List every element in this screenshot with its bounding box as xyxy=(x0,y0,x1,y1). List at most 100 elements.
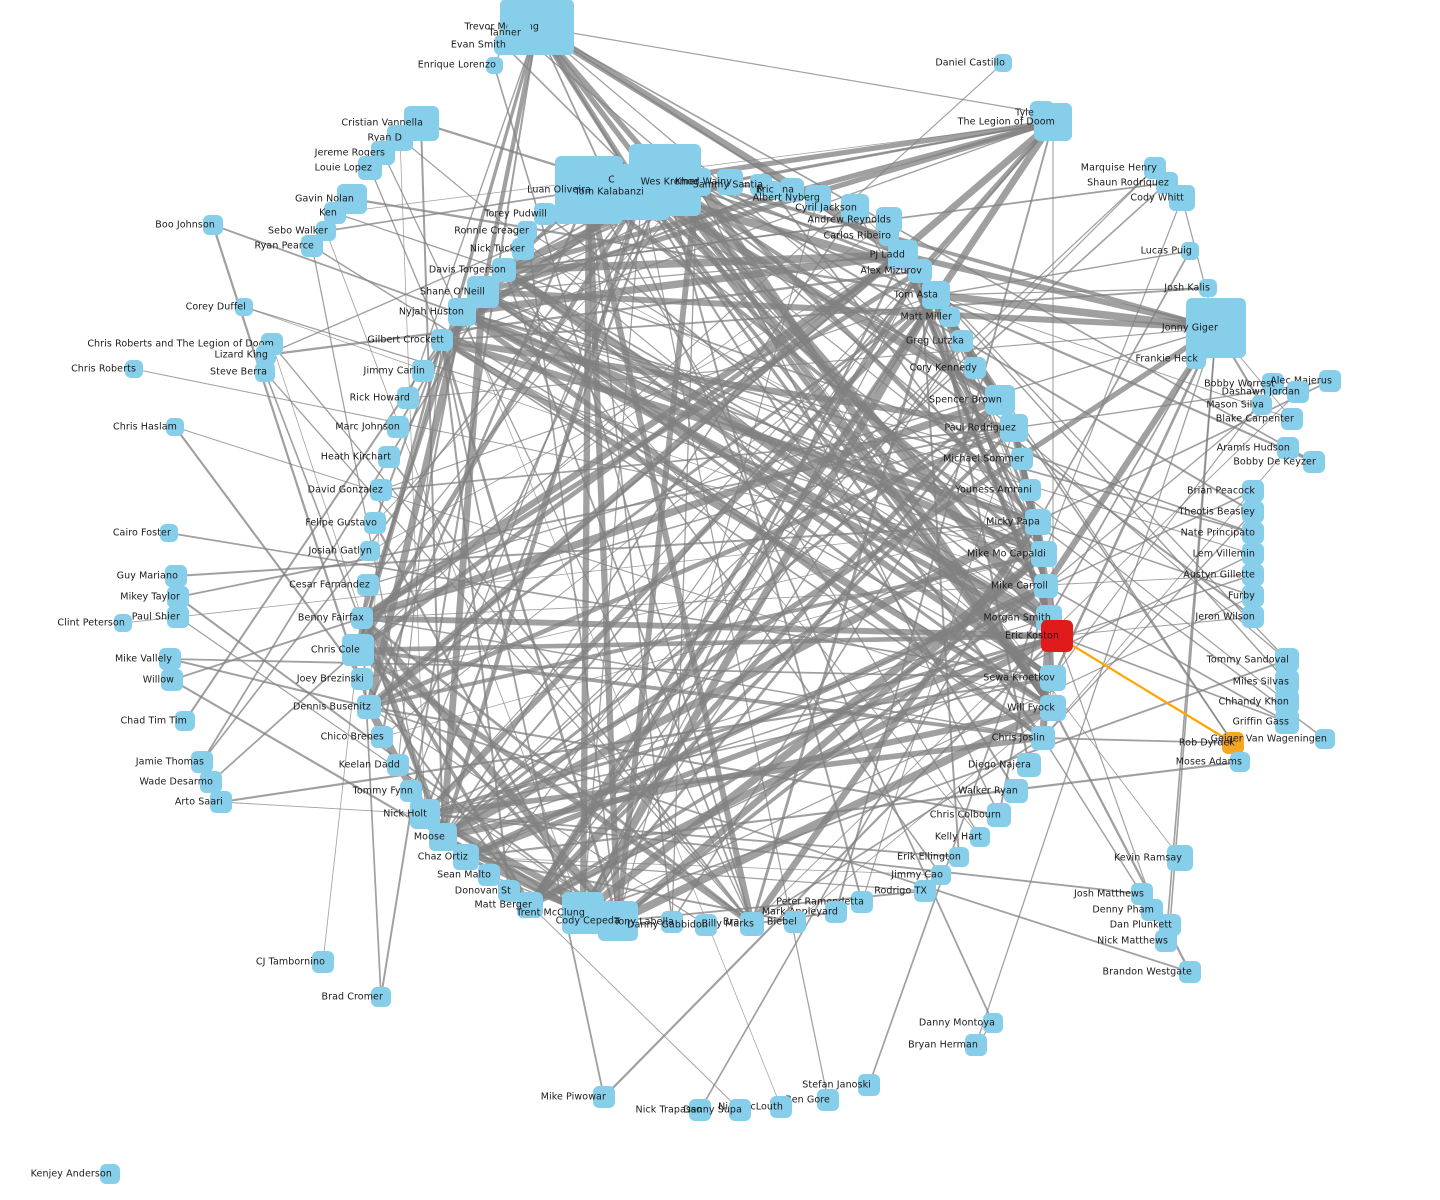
graph-node[interactable] xyxy=(360,541,380,561)
graph-node[interactable] xyxy=(1242,585,1264,607)
graph-node[interactable] xyxy=(167,606,189,628)
graph-node[interactable] xyxy=(1230,752,1250,772)
graph-node[interactable] xyxy=(964,357,986,379)
graph-node[interactable] xyxy=(351,668,373,690)
graph-node[interactable] xyxy=(817,1089,839,1111)
graph-node[interactable] xyxy=(689,1099,711,1121)
graph-node[interactable] xyxy=(235,298,253,316)
graph-node[interactable] xyxy=(342,634,374,666)
graph-node[interactable] xyxy=(841,194,869,222)
graph-node[interactable] xyxy=(371,726,393,748)
graph-node[interactable] xyxy=(453,844,479,870)
graph-node[interactable] xyxy=(1031,541,1057,567)
graph-node[interactable] xyxy=(161,669,183,691)
graph-node[interactable] xyxy=(165,565,187,587)
graph-node[interactable] xyxy=(517,892,543,918)
graph-node[interactable] xyxy=(114,614,132,632)
graph-node[interactable] xyxy=(983,1013,1003,1033)
graph-node[interactable] xyxy=(851,891,873,913)
graph-node[interactable] xyxy=(412,360,434,382)
graph-node[interactable] xyxy=(1287,381,1309,403)
graph-node[interactable] xyxy=(387,754,409,776)
graph-node[interactable] xyxy=(661,911,683,933)
graph-node[interactable] xyxy=(1034,574,1058,598)
graph-node[interactable] xyxy=(1281,408,1303,430)
graph-node[interactable] xyxy=(429,823,457,851)
graph-node[interactable] xyxy=(770,1096,792,1118)
graph-node[interactable] xyxy=(985,385,1015,415)
graph-node[interactable] xyxy=(1199,279,1217,297)
graph-node[interactable] xyxy=(1011,448,1033,470)
graph-node[interactable] xyxy=(780,178,804,202)
graph-node[interactable] xyxy=(1262,373,1284,395)
graph-node[interactable] xyxy=(1242,606,1264,628)
graph-node[interactable] xyxy=(494,35,514,55)
graph-node[interactable] xyxy=(1181,242,1199,260)
graph-node[interactable] xyxy=(191,751,213,773)
graph-node[interactable] xyxy=(431,329,453,351)
graph-node[interactable] xyxy=(1031,726,1055,750)
graph-node[interactable] xyxy=(351,607,373,629)
graph-node[interactable] xyxy=(914,880,936,902)
graph-node[interactable] xyxy=(994,54,1012,72)
graph-node[interactable] xyxy=(1179,961,1201,983)
graph-node[interactable] xyxy=(1277,437,1299,459)
graph-node[interactable] xyxy=(357,695,381,719)
graph-node[interactable] xyxy=(1000,414,1028,442)
graph-node[interactable] xyxy=(1252,395,1272,415)
graph-node[interactable] xyxy=(908,259,932,283)
graph-node[interactable] xyxy=(562,892,604,934)
graph-node[interactable] xyxy=(949,847,969,867)
graph-node[interactable] xyxy=(370,479,392,501)
graph-node[interactable] xyxy=(593,1086,615,1108)
graph-node[interactable] xyxy=(512,238,534,260)
graph-node[interactable] xyxy=(324,202,346,224)
graph-node[interactable] xyxy=(1275,710,1299,734)
graph-node[interactable] xyxy=(858,1074,880,1096)
graph-edge-highlighted[interactable] xyxy=(1055,634,1235,745)
graph-node[interactable] xyxy=(210,791,232,813)
graph-node[interactable] xyxy=(784,911,806,933)
graph-node[interactable] xyxy=(378,446,400,468)
graph-node[interactable] xyxy=(1025,509,1051,535)
graph-node[interactable] xyxy=(1242,501,1264,523)
graph-node[interactable] xyxy=(1186,349,1206,369)
graph-node[interactable] xyxy=(485,56,503,74)
graph-node[interactable] xyxy=(1017,753,1041,777)
graph-node[interactable] xyxy=(358,156,382,180)
graph-node[interactable] xyxy=(1004,779,1028,803)
graph-node[interactable] xyxy=(1319,370,1341,392)
graph-node[interactable] xyxy=(717,169,743,195)
graph-node[interactable] xyxy=(695,914,717,936)
graph-node[interactable] xyxy=(397,387,419,409)
graph-node[interactable] xyxy=(256,345,276,365)
graph-node[interactable] xyxy=(940,307,960,327)
graph-node[interactable] xyxy=(965,1034,987,1056)
graph-node[interactable] xyxy=(1019,479,1041,501)
graph-node[interactable] xyxy=(1169,185,1195,211)
graph-node[interactable] xyxy=(448,298,476,326)
graph-node[interactable] xyxy=(1303,451,1325,473)
graph-node[interactable] xyxy=(498,880,520,902)
graph-node[interactable] xyxy=(614,164,670,220)
graph-node[interactable] xyxy=(534,203,556,225)
graph-node[interactable] xyxy=(931,865,951,885)
graph-node[interactable] xyxy=(312,951,334,973)
graph-node[interactable] xyxy=(555,156,623,224)
graph-node[interactable] xyxy=(387,416,409,438)
graph-node[interactable] xyxy=(1315,729,1335,749)
graph-node[interactable] xyxy=(100,1164,120,1184)
graph-node[interactable] xyxy=(517,221,537,241)
graph-node[interactable] xyxy=(1186,298,1246,358)
graph-node[interactable] xyxy=(1040,665,1066,691)
graph-node[interactable] xyxy=(683,168,711,196)
graph-node[interactable] xyxy=(1242,543,1264,565)
graph-node[interactable] xyxy=(478,864,500,886)
graph-node[interactable] xyxy=(1275,648,1299,672)
graph-node[interactable] xyxy=(805,185,831,211)
graph-node[interactable] xyxy=(1041,620,1073,652)
graph-node[interactable] xyxy=(1242,480,1264,502)
graph-node[interactable] xyxy=(1222,732,1244,754)
graph-node[interactable] xyxy=(922,281,950,309)
graph-node[interactable] xyxy=(175,711,195,731)
